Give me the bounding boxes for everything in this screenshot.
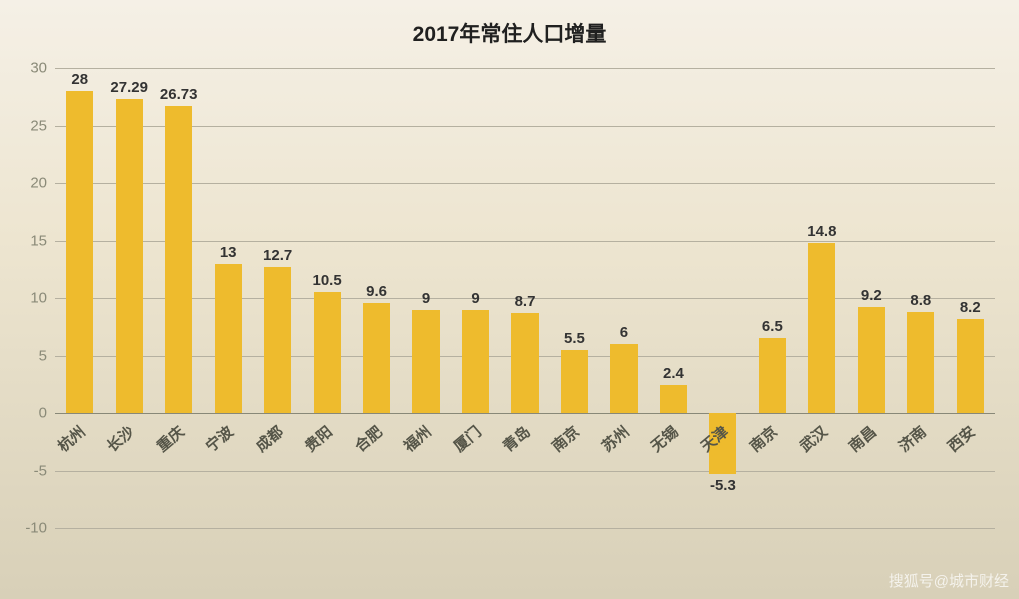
x-tick-label: 合肥 [350, 421, 386, 456]
bar [215, 264, 242, 414]
bar [660, 385, 687, 413]
watermark: 搜狐号@城市财经 [889, 570, 1009, 591]
y-tick-label: 0 [39, 405, 55, 422]
bar-value-label: 10.5 [312, 272, 341, 289]
bar-value-label: 27.29 [110, 79, 148, 96]
bar-value-label: 28 [71, 71, 88, 88]
bar [511, 313, 538, 413]
bar-value-label: 9.6 [366, 283, 387, 300]
bar-value-label: 9.2 [861, 287, 882, 304]
bar-value-label: 8.7 [515, 293, 536, 310]
bar-value-label: 9 [422, 290, 430, 307]
bar-value-label: 6 [620, 324, 628, 341]
x-tick-label: 南京 [547, 421, 583, 456]
gridline [55, 183, 995, 184]
bar [412, 310, 439, 414]
x-tick-label: 成都 [251, 421, 287, 456]
bar [264, 267, 291, 413]
chart-container: 2017年常住人口增量 -10 -5 0 5 10 15 20 25 30 28 杭州 27.29 长沙… [0, 0, 1019, 599]
x-tick-label: 武汉 [795, 421, 831, 456]
bar-value-label: 26.73 [160, 86, 198, 103]
bar-value-label: 5.5 [564, 330, 585, 347]
x-tick-label: 济南 [894, 421, 930, 456]
bar-value-label: 9 [471, 290, 479, 307]
bar [462, 310, 489, 414]
gridline [55, 126, 995, 127]
bar-value-label: 13 [220, 244, 237, 261]
gridline [55, 528, 995, 529]
bar [314, 292, 341, 413]
x-tick-label: 苏州 [597, 421, 633, 456]
bar-value-label: -5.3 [710, 477, 736, 494]
gridline [55, 241, 995, 242]
bar [610, 344, 637, 413]
bar [561, 350, 588, 413]
x-tick-label: 青岛 [498, 421, 534, 456]
bar [907, 312, 934, 413]
x-tick-label: 宁波 [201, 421, 237, 456]
bar-value-label: 12.7 [263, 247, 292, 264]
gridline [55, 68, 995, 69]
x-tick-label: 南京 [745, 421, 781, 456]
y-tick-label: 15 [30, 232, 55, 249]
x-tick-label: 南昌 [844, 421, 880, 456]
y-tick-label: 20 [30, 175, 55, 192]
x-tick-label: 厦门 [449, 421, 485, 456]
y-tick-label: -5 [34, 462, 55, 479]
bar [808, 243, 835, 413]
bar [116, 99, 143, 413]
gridline [55, 471, 995, 472]
bar-value-label: 8.8 [910, 292, 931, 309]
x-tick-label: 重庆 [152, 421, 188, 456]
bar [165, 106, 192, 413]
bar [66, 91, 93, 413]
x-tick-label: 长沙 [102, 421, 138, 456]
bar-value-label: 8.2 [960, 299, 981, 316]
y-tick-label: 10 [30, 290, 55, 307]
bar-value-label: 2.4 [663, 365, 684, 382]
bar-value-label: 6.5 [762, 318, 783, 335]
watermark-text: 搜狐号@城市财经 [889, 573, 1009, 590]
chart-title: 2017年常住人口增量 [0, 18, 1019, 48]
bar [858, 307, 885, 413]
bar [363, 303, 390, 413]
x-tick-label: 西安 [943, 421, 979, 456]
x-tick-label: 杭州 [53, 421, 89, 456]
y-tick-label: 30 [30, 60, 55, 77]
x-tick-label: 无锡 [646, 421, 682, 456]
plot-area: -10-505101520253028杭州27.29长沙26.73重庆13宁波1… [55, 68, 995, 528]
x-tick-label: 贵阳 [300, 421, 336, 456]
gridline [55, 413, 995, 414]
x-tick-label: 福州 [399, 421, 435, 456]
bar-value-label: 14.8 [807, 223, 836, 240]
y-tick-label: 25 [30, 117, 55, 134]
bar [957, 319, 984, 413]
y-tick-label: -10 [25, 520, 55, 537]
bar [759, 338, 786, 413]
y-tick-label: 5 [39, 347, 55, 364]
